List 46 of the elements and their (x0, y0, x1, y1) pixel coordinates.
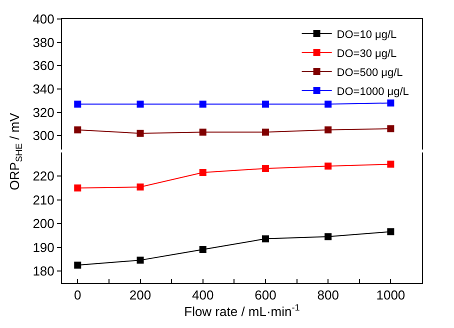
point (324, 233, 332, 240)
point (387, 228, 394, 236)
point (136, 184, 144, 191)
y-tick-label: 320 (32, 104, 54, 120)
x-tick-label: 1000 (376, 288, 406, 303)
y-tick-label: 180 (32, 264, 54, 279)
y-tick-label: 300 (32, 128, 54, 144)
y-tick-label: 360 (32, 58, 54, 74)
point (262, 128, 269, 136)
x-tick-label: 0 (74, 288, 82, 303)
point (324, 162, 332, 170)
point (262, 235, 269, 242)
point (136, 256, 144, 264)
point (324, 126, 332, 134)
legend-label: DO=1000 μg/L (336, 86, 409, 98)
y-tick-label: 210 (32, 192, 54, 208)
point (136, 100, 144, 108)
y-tick-label: 340 (32, 82, 54, 97)
x-axis-title: Flow rate / mL·min$^{-1}$ (184, 302, 300, 320)
point (199, 100, 206, 108)
y-tick-label: 380 (32, 34, 54, 50)
point (199, 128, 206, 136)
legend-label: DO=10 μg/L (336, 28, 397, 41)
x-tick-label: 600 (254, 288, 276, 303)
y-tick-label: 400 (32, 12, 54, 27)
legend-label: DO=30 μg/L (336, 48, 397, 60)
point (387, 125, 394, 132)
point (387, 100, 394, 107)
point (136, 130, 144, 137)
y-tick-label: 200 (32, 216, 54, 232)
point (74, 100, 82, 108)
y-tick-label: 190 (32, 240, 54, 255)
x-tick-label: 800 (317, 288, 339, 303)
legend-label: DO=500 μg/L (336, 66, 403, 79)
y-tick-label: 220 (32, 168, 54, 184)
x-tick-label: 200 (129, 288, 152, 303)
point (262, 100, 269, 108)
point (262, 164, 269, 172)
point (74, 126, 82, 134)
x-tick-label: 400 (192, 288, 214, 303)
point (74, 184, 82, 192)
point (74, 262, 82, 269)
point (199, 246, 206, 253)
point (387, 160, 394, 168)
point (324, 100, 332, 108)
point (199, 169, 206, 176)
